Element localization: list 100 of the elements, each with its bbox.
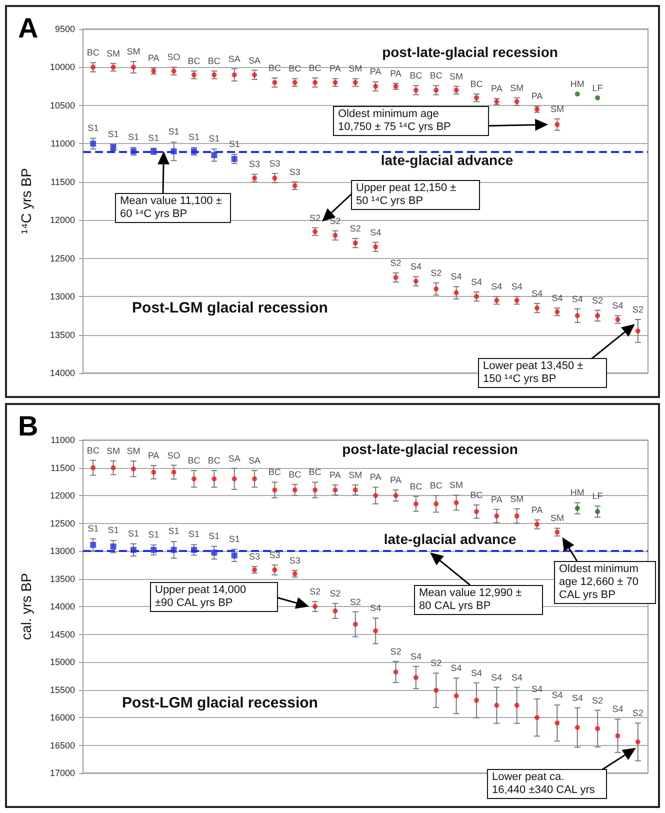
data-label: S4 xyxy=(511,672,522,682)
y-tick-label: 12500 xyxy=(50,253,75,264)
data-label: S1 xyxy=(108,524,119,535)
data-label: S4 xyxy=(572,692,583,703)
point xyxy=(170,546,177,553)
point xyxy=(191,476,196,482)
data-label: S4 xyxy=(612,704,624,714)
annotation: Post-LGM glacial recession xyxy=(122,694,318,712)
point xyxy=(514,514,520,519)
data-label: SM xyxy=(510,494,524,504)
point xyxy=(534,715,540,720)
data-label: SM xyxy=(106,446,120,456)
data-label: S1 xyxy=(168,526,180,536)
data-label: SA xyxy=(228,54,240,64)
point xyxy=(272,487,278,492)
point xyxy=(292,487,298,492)
data-label: S4 xyxy=(470,668,482,678)
y-tick-label: 17000 xyxy=(50,768,75,778)
point xyxy=(130,64,136,70)
y-tick-label: 14000 xyxy=(50,368,75,378)
point xyxy=(231,156,238,162)
data-label: SM xyxy=(126,46,140,56)
data-label: S1 xyxy=(188,132,200,142)
y-tick-label: 13000 xyxy=(50,292,75,302)
data-label: PA xyxy=(490,494,502,504)
point xyxy=(454,693,459,698)
data-label: S4 xyxy=(552,293,563,304)
point xyxy=(393,493,398,498)
y-tick-label: 13500 xyxy=(50,574,75,584)
data-label: LF xyxy=(592,491,604,502)
data-label: BC xyxy=(268,467,282,478)
data-label: SM xyxy=(550,513,564,524)
data-label: PA xyxy=(370,66,382,77)
point xyxy=(252,72,258,78)
point xyxy=(635,739,640,744)
point xyxy=(595,509,600,514)
y-tick-label: 11500 xyxy=(50,462,75,473)
y-tick-label: 12000 xyxy=(50,215,75,226)
point xyxy=(352,622,358,627)
note-box: Upper peat 12,150 ± 50 ¹⁴C yrs BP xyxy=(351,180,480,210)
data-label: S1 xyxy=(168,126,180,137)
data-label: S1 xyxy=(208,134,220,144)
data-label: LF xyxy=(592,82,604,93)
data-label: SM xyxy=(550,104,564,114)
data-label: S3 xyxy=(269,550,280,560)
data-label: S1 xyxy=(88,122,99,133)
data-label: SM xyxy=(450,480,464,490)
data-label: BC xyxy=(308,467,322,478)
data-label: S4 xyxy=(532,288,543,298)
point xyxy=(352,487,358,492)
y-tick-label: 14500 xyxy=(50,629,75,640)
point xyxy=(635,328,640,334)
point xyxy=(171,470,176,475)
data-label: S2 xyxy=(430,658,442,668)
data-label: S2 xyxy=(632,708,644,718)
data-label: S4 xyxy=(370,603,382,614)
data-label: S3 xyxy=(289,166,300,177)
data-label: S1 xyxy=(88,523,99,534)
data-label: SO xyxy=(167,52,180,62)
data-label: S2 xyxy=(310,212,321,223)
point xyxy=(211,152,218,158)
data-label: PA xyxy=(148,52,160,63)
data-label: S2 xyxy=(592,295,604,306)
y-tick-label: 10500 xyxy=(50,100,75,110)
y-tick-label: 11000 xyxy=(50,435,75,445)
data-label: S4 xyxy=(410,651,422,662)
data-label: S2 xyxy=(592,695,604,706)
data-label: S1 xyxy=(148,132,160,143)
annotation: post-late-glacial recession xyxy=(382,44,558,60)
data-label: S4 xyxy=(532,684,543,694)
note-box: Upper peat 14,000 ±90 CAL yrs BP xyxy=(150,582,278,612)
data-label: SA xyxy=(228,453,240,464)
data-label: SO xyxy=(167,450,180,460)
data-label: S1 xyxy=(128,132,139,142)
point xyxy=(413,278,418,284)
data-label: S3 xyxy=(249,159,260,170)
data-label: S2 xyxy=(430,268,442,278)
data-label: SM xyxy=(510,82,524,93)
data-label: PA xyxy=(330,470,341,480)
point xyxy=(595,726,600,732)
note-box: Oldest minimum age 10,750 ± 75 ¹⁴C yrs BP xyxy=(333,106,489,136)
point xyxy=(434,286,439,292)
point xyxy=(434,88,439,93)
point xyxy=(90,542,96,548)
point xyxy=(373,628,378,634)
data-label: S4 xyxy=(612,300,624,311)
data-label: BC xyxy=(288,64,302,74)
y-tick-label: 12500 xyxy=(50,518,75,528)
point xyxy=(393,274,398,280)
data-label: SM xyxy=(348,64,362,74)
data-label: HM xyxy=(570,78,584,89)
note-box: Lower peat ca. 16,440 ±340 CAL yrs xyxy=(487,769,607,799)
y-tick-label: 16000 xyxy=(50,712,75,722)
data-label: PA xyxy=(148,450,160,461)
point xyxy=(413,501,418,506)
point xyxy=(474,509,479,514)
y-tick-label: 13500 xyxy=(50,330,75,340)
data-label: BC xyxy=(86,445,100,456)
data-label: S2 xyxy=(632,304,644,314)
data-label: PA xyxy=(390,474,402,485)
